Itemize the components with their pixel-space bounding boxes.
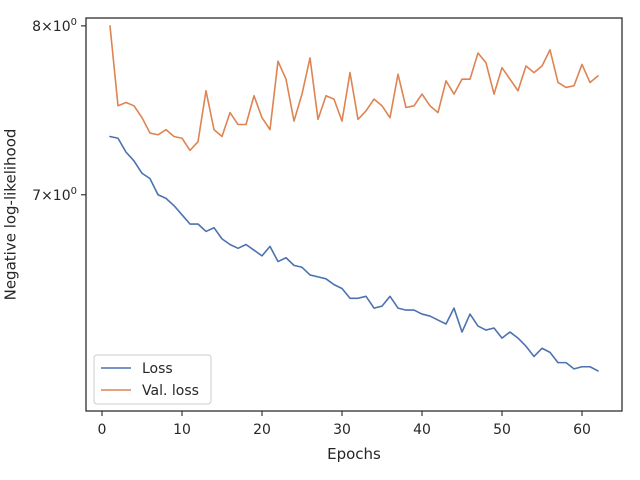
x-tick-label: 60: [573, 422, 591, 438]
x-tick-label: 40: [413, 422, 431, 438]
plot-area-frame: [85, 17, 623, 412]
x-tick-label: 50: [493, 422, 511, 438]
x-tick-label: 20: [253, 422, 271, 438]
x-tick-label: 0: [98, 422, 107, 438]
series-layer: [109, 25, 599, 372]
y-tick-label: 8×100: [32, 17, 77, 35]
x-tick-label: 10: [173, 422, 191, 438]
legend-label-loss: Loss: [142, 361, 173, 377]
x-tick-label: 30: [333, 422, 351, 438]
series-line-val-loss: [109, 25, 599, 152]
y-axis-ticks: 7×100 8×100: [32, 17, 86, 204]
legend-label-val-loss: Val. loss: [142, 383, 199, 399]
y-axis-label: Negative log-likelihood: [1, 129, 19, 301]
x-axis-ticks: 0 10 20 30 40 50 60: [98, 411, 591, 438]
series-line-loss: [109, 135, 599, 372]
legend: Loss Val. loss: [93, 354, 212, 405]
x-axis-label: Epochs: [327, 445, 381, 463]
y-tick-label: 7×100: [32, 186, 77, 204]
